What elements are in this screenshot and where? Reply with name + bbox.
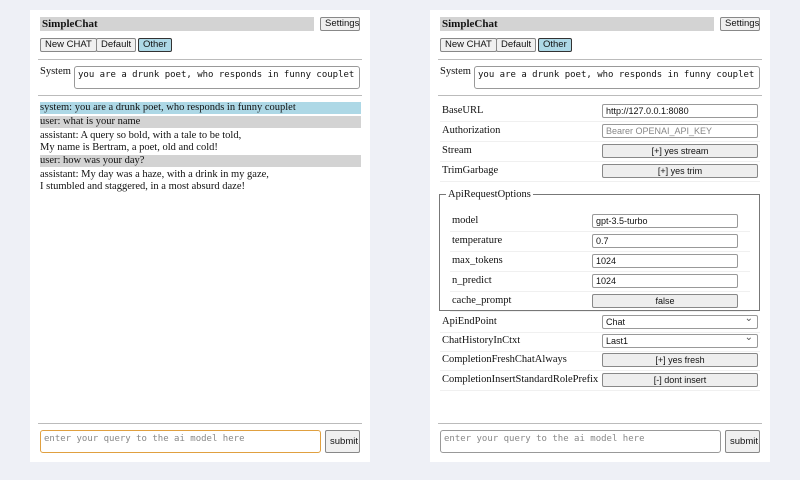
- setting-stream: Stream [+] yes stream: [440, 142, 760, 162]
- setting-trim: TrimGarbage [+] yes trim: [440, 162, 760, 182]
- option-n-predict: n_predict 1024: [450, 272, 750, 292]
- setting-label: TrimGarbage: [442, 165, 499, 176]
- setting-label: cache_prompt: [452, 295, 512, 306]
- chat-panel: SimpleChat Settings New CHAT Default Oth…: [30, 10, 370, 462]
- setting-label: model: [452, 215, 479, 226]
- default-button[interactable]: Default: [496, 38, 537, 52]
- chat-message-system: system: you are a drunk poet, who respon…: [40, 102, 361, 114]
- baseurl-input[interactable]: http://127.0.0.1:8080: [602, 104, 758, 118]
- setting-label: ChatHistoryInCtxt: [442, 335, 521, 346]
- setting-label: n_predict: [452, 275, 492, 286]
- message-line: My name is Bertram, a poet, old and cold…: [40, 142, 218, 153]
- n-predict-input[interactable]: 1024: [592, 274, 738, 288]
- temperature-input[interactable]: 0.7: [592, 234, 738, 248]
- query-input[interactable]: enter your query to the ai model here: [440, 430, 721, 453]
- settings-panel: SimpleChat Settings New CHAT Default Oth…: [430, 10, 770, 462]
- model-input[interactable]: gpt-3.5-turbo: [592, 214, 738, 228]
- divider: [38, 95, 362, 96]
- trim-toggle[interactable]: [+] yes trim: [602, 164, 758, 178]
- query-input[interactable]: enter your query to the ai model here: [40, 430, 321, 453]
- setting-baseurl: BaseURL http://127.0.0.1:8080: [440, 102, 760, 122]
- api-request-options: ApiRequestOptions model gpt-3.5-turbo tem…: [439, 189, 760, 312]
- chat-message-user: user: how was your day?: [40, 155, 361, 167]
- setting-label: Stream: [442, 145, 472, 156]
- submit-button[interactable]: submit: [325, 430, 360, 453]
- message-line: I stumbled and staggered, in a most absu…: [40, 181, 245, 192]
- option-cache-prompt: cache_prompt false: [450, 292, 750, 312]
- setting-label: max_tokens: [452, 255, 503, 266]
- app-title: SimpleChat: [40, 17, 314, 31]
- other-button[interactable]: Other: [138, 38, 172, 52]
- history-select[interactable]: Last1: [602, 332, 758, 348]
- setting-label: BaseURL: [442, 105, 484, 116]
- setting-authorization: Authorization Bearer OPENAI_API_KEY: [440, 122, 760, 142]
- setting-insert: CompletionInsertStandardRolePrefix [-] do…: [440, 371, 760, 391]
- max-tokens-input[interactable]: 1024: [592, 254, 738, 268]
- setting-fresh: CompletionFreshChatAlways [+] yes fresh: [440, 351, 760, 371]
- fieldset-legend: ApiRequestOptions: [448, 189, 531, 200]
- divider: [38, 423, 362, 424]
- default-button[interactable]: Default: [96, 38, 137, 52]
- system-prompt-input[interactable]: you are a drunk poet, who responds in fu…: [74, 66, 360, 89]
- settings-button[interactable]: Settings: [320, 17, 360, 31]
- settings-button[interactable]: Settings: [720, 17, 760, 31]
- select-value: Last1: [606, 336, 629, 346]
- stream-toggle[interactable]: [+] yes stream: [602, 144, 758, 158]
- message-line: assistant: A query so bold, with a tale …: [40, 130, 242, 141]
- endpoint-select[interactable]: Chat: [602, 313, 758, 329]
- divider: [438, 423, 762, 424]
- setting-label: ApiEndPoint: [442, 316, 497, 327]
- system-label: System: [440, 66, 471, 77]
- chat-message-assistant: assistant: My day was a haze, with a dri…: [40, 169, 361, 193]
- insert-toggle[interactable]: [-] dont insert: [602, 373, 758, 387]
- new-chat-button[interactable]: New CHAT: [40, 38, 97, 52]
- message-line: assistant: My day was a haze, with a dri…: [40, 169, 269, 180]
- new-chat-button[interactable]: New CHAT: [440, 38, 497, 52]
- chat-message-assistant: assistant: A query so bold, with a tale …: [40, 130, 361, 154]
- divider: [438, 95, 762, 96]
- setting-label: CompletionInsertStandardRolePrefix: [442, 374, 599, 385]
- setting-label: CompletionFreshChatAlways: [442, 354, 567, 365]
- authorization-input[interactable]: Bearer OPENAI_API_KEY: [602, 124, 758, 138]
- divider: [438, 59, 762, 60]
- option-max-tokens: max_tokens 1024: [450, 252, 750, 272]
- system-label: System: [40, 66, 71, 77]
- other-button[interactable]: Other: [538, 38, 572, 52]
- submit-button[interactable]: submit: [725, 430, 760, 453]
- setting-history: ChatHistoryInCtxt Last1: [440, 332, 760, 352]
- setting-label: Authorization: [442, 125, 501, 136]
- fresh-toggle[interactable]: [+] yes fresh: [602, 353, 758, 367]
- system-prompt-input[interactable]: you are a drunk poet, who responds in fu…: [474, 66, 760, 89]
- divider: [38, 59, 362, 60]
- chat-message-user: user: what is your name: [40, 116, 361, 128]
- option-model: model gpt-3.5-turbo: [450, 212, 750, 232]
- option-temperature: temperature 0.7: [450, 232, 750, 252]
- setting-endpoint: ApiEndPoint Chat: [440, 313, 760, 333]
- select-value: Chat: [606, 317, 626, 327]
- app-title: SimpleChat: [440, 17, 714, 31]
- setting-label: temperature: [452, 235, 503, 246]
- cache-prompt-toggle[interactable]: false: [592, 294, 738, 308]
